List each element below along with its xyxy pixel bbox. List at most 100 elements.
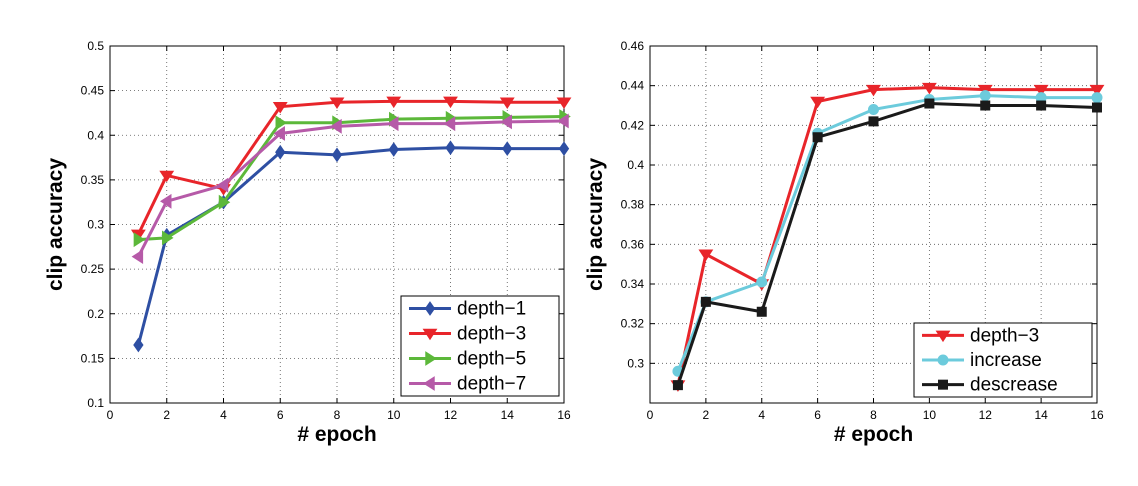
legend-marker (938, 379, 948, 390)
x-tick-label: 2 (163, 408, 170, 422)
series-3 (131, 113, 569, 265)
legend-label: depth−7 (457, 374, 526, 395)
legend-box (400, 295, 560, 397)
data-point (275, 144, 286, 160)
data-point (672, 380, 683, 391)
x-tick-label: 4 (758, 408, 765, 422)
data-point (329, 97, 345, 109)
y-tick-label: 0.46 (621, 39, 645, 53)
series-1 (130, 96, 572, 242)
x-tick-label: 12 (444, 408, 458, 422)
data-point (386, 96, 402, 109)
data-point (133, 232, 146, 248)
x-tick-label: 14 (1034, 408, 1048, 422)
data-point (330, 118, 342, 134)
legend-label: depth−3 (970, 325, 1039, 346)
x-tick-label: 14 (501, 408, 515, 422)
data-point (1089, 84, 1105, 97)
data-point (131, 249, 144, 265)
y-tick-label: 0.1 (87, 396, 104, 410)
series-line (137, 119, 565, 258)
y-axis-title: clip accuracy (44, 158, 67, 291)
y-tick-label: 0.45 (81, 84, 105, 98)
x-tick-label: 10 (923, 408, 937, 422)
y-tick-label: 0.2 (87, 307, 104, 321)
data-point (162, 230, 174, 246)
data-point (921, 82, 937, 95)
legend-label: depth−5 (457, 349, 526, 370)
legend-marker (425, 351, 437, 366)
data-point (979, 90, 991, 102)
data-point (388, 142, 399, 157)
data-point (331, 147, 343, 163)
x-tick-label: 6 (277, 408, 284, 422)
x-tick-label: 2 (703, 408, 710, 422)
y-tick-label: 0.15 (81, 351, 105, 365)
data-point (159, 170, 175, 183)
y-tick-label: 0.34 (621, 277, 645, 291)
x-tick-label: 10 (387, 408, 401, 422)
data-point (275, 115, 288, 131)
data-point (558, 141, 570, 157)
legend-label: depth−1 (457, 299, 526, 320)
data-point (133, 337, 144, 353)
data-point (810, 96, 826, 109)
data-point (216, 177, 229, 193)
data-point (980, 100, 991, 111)
y-tick-label: 0.35 (81, 173, 105, 187)
data-point (1091, 92, 1103, 104)
legend-marker (937, 354, 949, 366)
data-point (1092, 102, 1102, 113)
x-tick-label: 4 (220, 408, 227, 422)
data-point (866, 84, 881, 97)
data-point (700, 296, 711, 307)
data-point (218, 194, 231, 210)
x-tick-label: 0 (107, 408, 114, 422)
data-point (756, 276, 768, 288)
x-tick-label: 8 (870, 408, 877, 422)
data-point (1036, 100, 1047, 111)
legend-label: depth−3 (457, 324, 526, 345)
data-point (443, 116, 456, 132)
y-tick-label: 0.42 (621, 118, 645, 132)
y-tick-label: 0.32 (621, 317, 645, 331)
ticks: 0 2 4 6 8 10 12 14 16 0.3 0.32 0.34 0.36 0.38 0.4 0.42 0… (621, 39, 1104, 422)
x-axis-title: # epoch (834, 423, 913, 446)
x-tick-label: 8 (334, 408, 341, 422)
data-point (557, 113, 569, 129)
x-tick-label: 0 (647, 408, 654, 422)
data-point (159, 193, 172, 209)
legend: depth−3 increase descrease (913, 322, 1093, 398)
chart-depth-strategy: 0 2 4 6 8 10 12 14 16 0.3 0.32 0.34 0.36 0.38 0.4 0.42 0… (584, 39, 1105, 446)
y-tick-label: 0.25 (81, 262, 105, 276)
data-point (273, 126, 285, 141)
y-tick-label: 0.4 (87, 128, 104, 142)
data-point (924, 98, 935, 109)
data-point (500, 114, 512, 130)
data-point (868, 103, 879, 115)
x-axis-title: # epoch (297, 423, 376, 446)
data-point (386, 116, 399, 132)
y-tick-label: 0.3 (87, 218, 104, 232)
data-point (443, 96, 458, 109)
data-point (868, 116, 879, 127)
x-tick-label: 16 (1090, 408, 1104, 422)
legend: depth−1 depth−3 depth−5 depth−7 (400, 295, 560, 397)
x-tick-label: 6 (814, 408, 821, 422)
data-point (445, 140, 456, 156)
series-2 (672, 98, 1102, 391)
legend-marker (424, 301, 436, 316)
data-point (756, 306, 767, 317)
data-point (556, 97, 572, 109)
data-point (499, 97, 515, 109)
y-tick-label: 0.3 (627, 356, 644, 370)
legend-label: descrease (970, 375, 1058, 396)
legend-marker (422, 328, 438, 341)
x-tick-label: 16 (557, 408, 571, 422)
ticks: 0 2 4 6 8 10 12 14 16 0.1 0.15 0.2 0.25 0.3 0.35 0.4 0.4… (81, 39, 571, 422)
data-point (1033, 84, 1049, 97)
data-point (698, 249, 714, 262)
chart-depth-comparison: 0 2 4 6 8 10 12 14 16 0.1 0.15 0.2 0.25 0.3 0.35 0.4 0.4… (44, 39, 572, 446)
